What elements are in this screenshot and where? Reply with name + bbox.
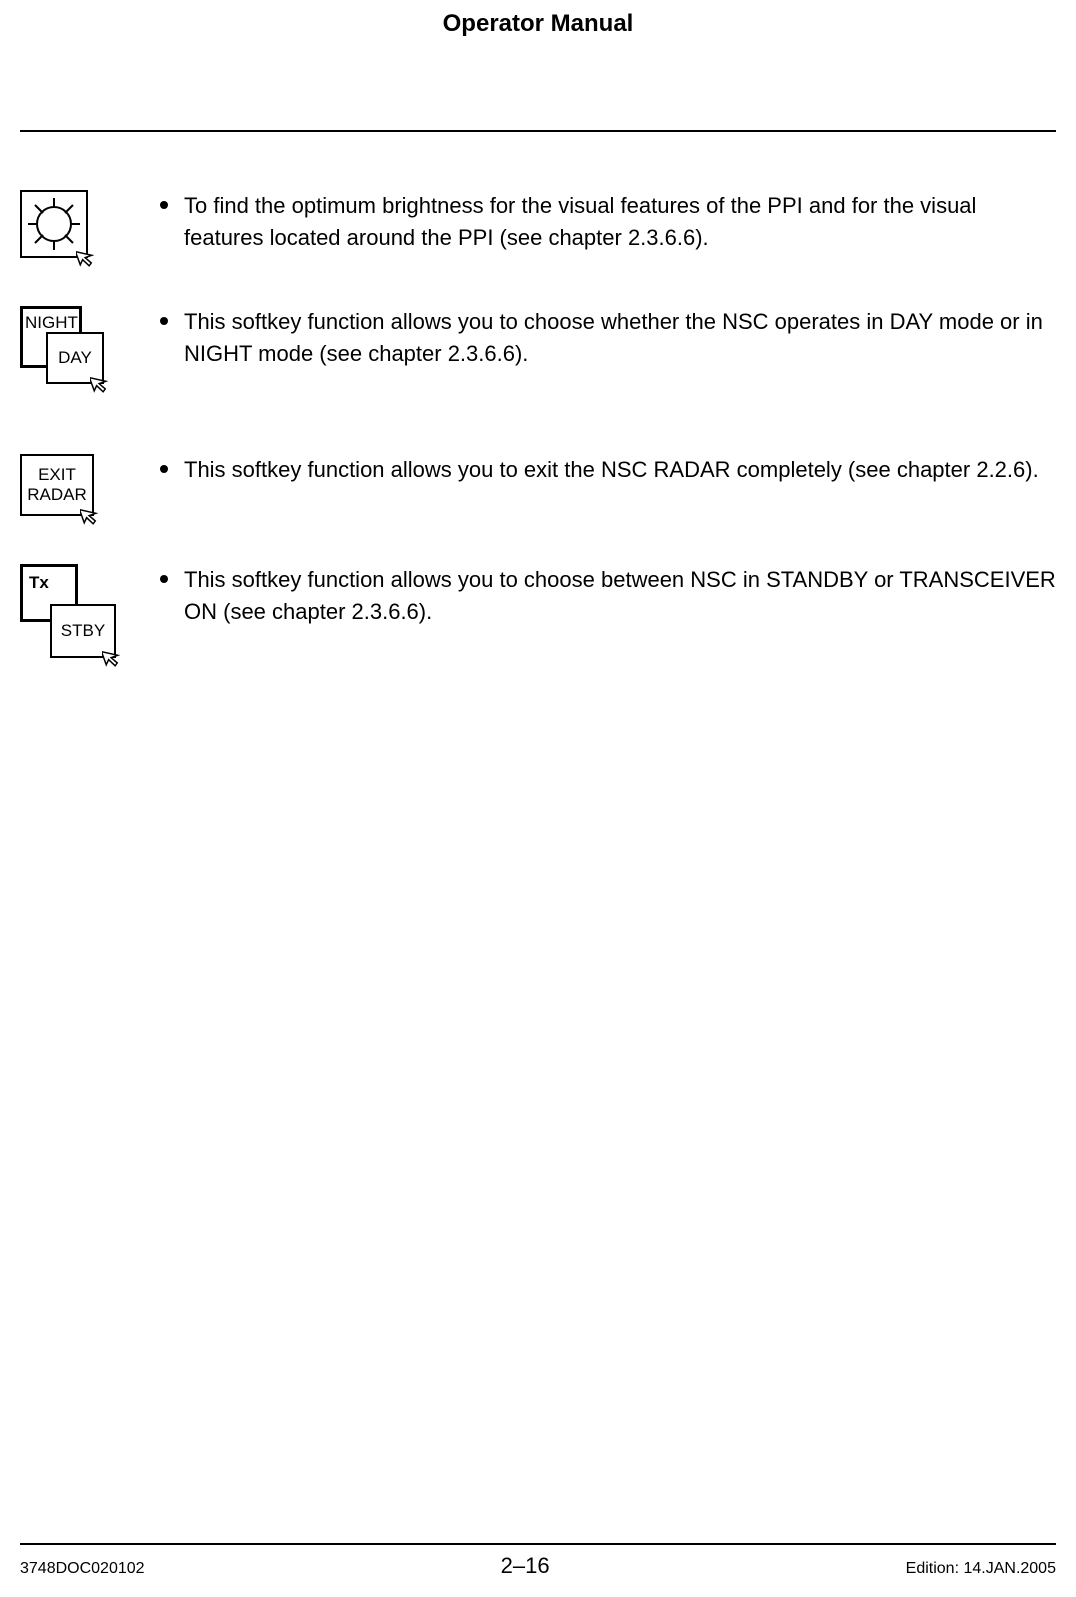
bullet-text: To find the optimum brightness for the v… — [184, 190, 1056, 254]
page-number: 2–16 — [501, 1553, 550, 1579]
icon-column — [20, 190, 160, 258]
page-title: Operator Manual — [0, 0, 1076, 38]
item-row: EXIT RADAR This softkey function allows … — [20, 454, 1056, 516]
bullet-icon — [160, 465, 168, 473]
bullet-item: This softkey function allows you to choo… — [160, 564, 1056, 628]
bullet-item: This softkey function allows you to exit… — [160, 454, 1056, 486]
bullet-icon — [160, 201, 168, 209]
manual-page: Operator Manual — [0, 0, 1076, 1597]
exit-label: EXIT — [22, 465, 92, 485]
doc-id: 3748DOC020102 — [20, 1560, 145, 1578]
bullet-text: This softkey function allows you to exit… — [184, 454, 1056, 486]
icon-column: Tx STBY — [20, 564, 160, 684]
night-day-icon: NIGHT DAY — [20, 306, 120, 406]
icon-column: EXIT RADAR — [20, 454, 160, 516]
edition-label: Edition: 14.JAN.2005 — [906, 1560, 1056, 1578]
bullet-icon — [160, 317, 168, 325]
tx-stby-icon: Tx STBY — [20, 564, 130, 684]
bullet-text: This softkey function allows you to choo… — [184, 564, 1056, 628]
cursor-icon — [76, 246, 96, 266]
item-row: Tx STBY This softkey function allows you… — [20, 564, 1056, 684]
header-rule — [20, 130, 1056, 132]
footer-rule — [20, 1543, 1056, 1545]
cursor-icon — [102, 646, 122, 666]
bullet-text: This softkey function allows you to choo… — [184, 306, 1056, 370]
bullet-icon — [160, 575, 168, 583]
radar-label: RADAR — [22, 485, 92, 505]
item-row: To find the optimum brightness for the v… — [20, 190, 1056, 258]
item-row: NIGHT DAY This softkey function allows y… — [20, 306, 1056, 406]
cursor-icon — [80, 504, 100, 524]
content-area: To find the optimum brightness for the v… — [20, 190, 1056, 732]
bullet-item: To find the optimum brightness for the v… — [160, 190, 1056, 254]
cursor-icon — [90, 372, 110, 392]
bullet-item: This softkey function allows you to choo… — [160, 306, 1056, 370]
page-footer: 3748DOC020102 2–16 Edition: 14.JAN.2005 — [20, 1553, 1056, 1579]
icon-column: NIGHT DAY — [20, 306, 160, 406]
